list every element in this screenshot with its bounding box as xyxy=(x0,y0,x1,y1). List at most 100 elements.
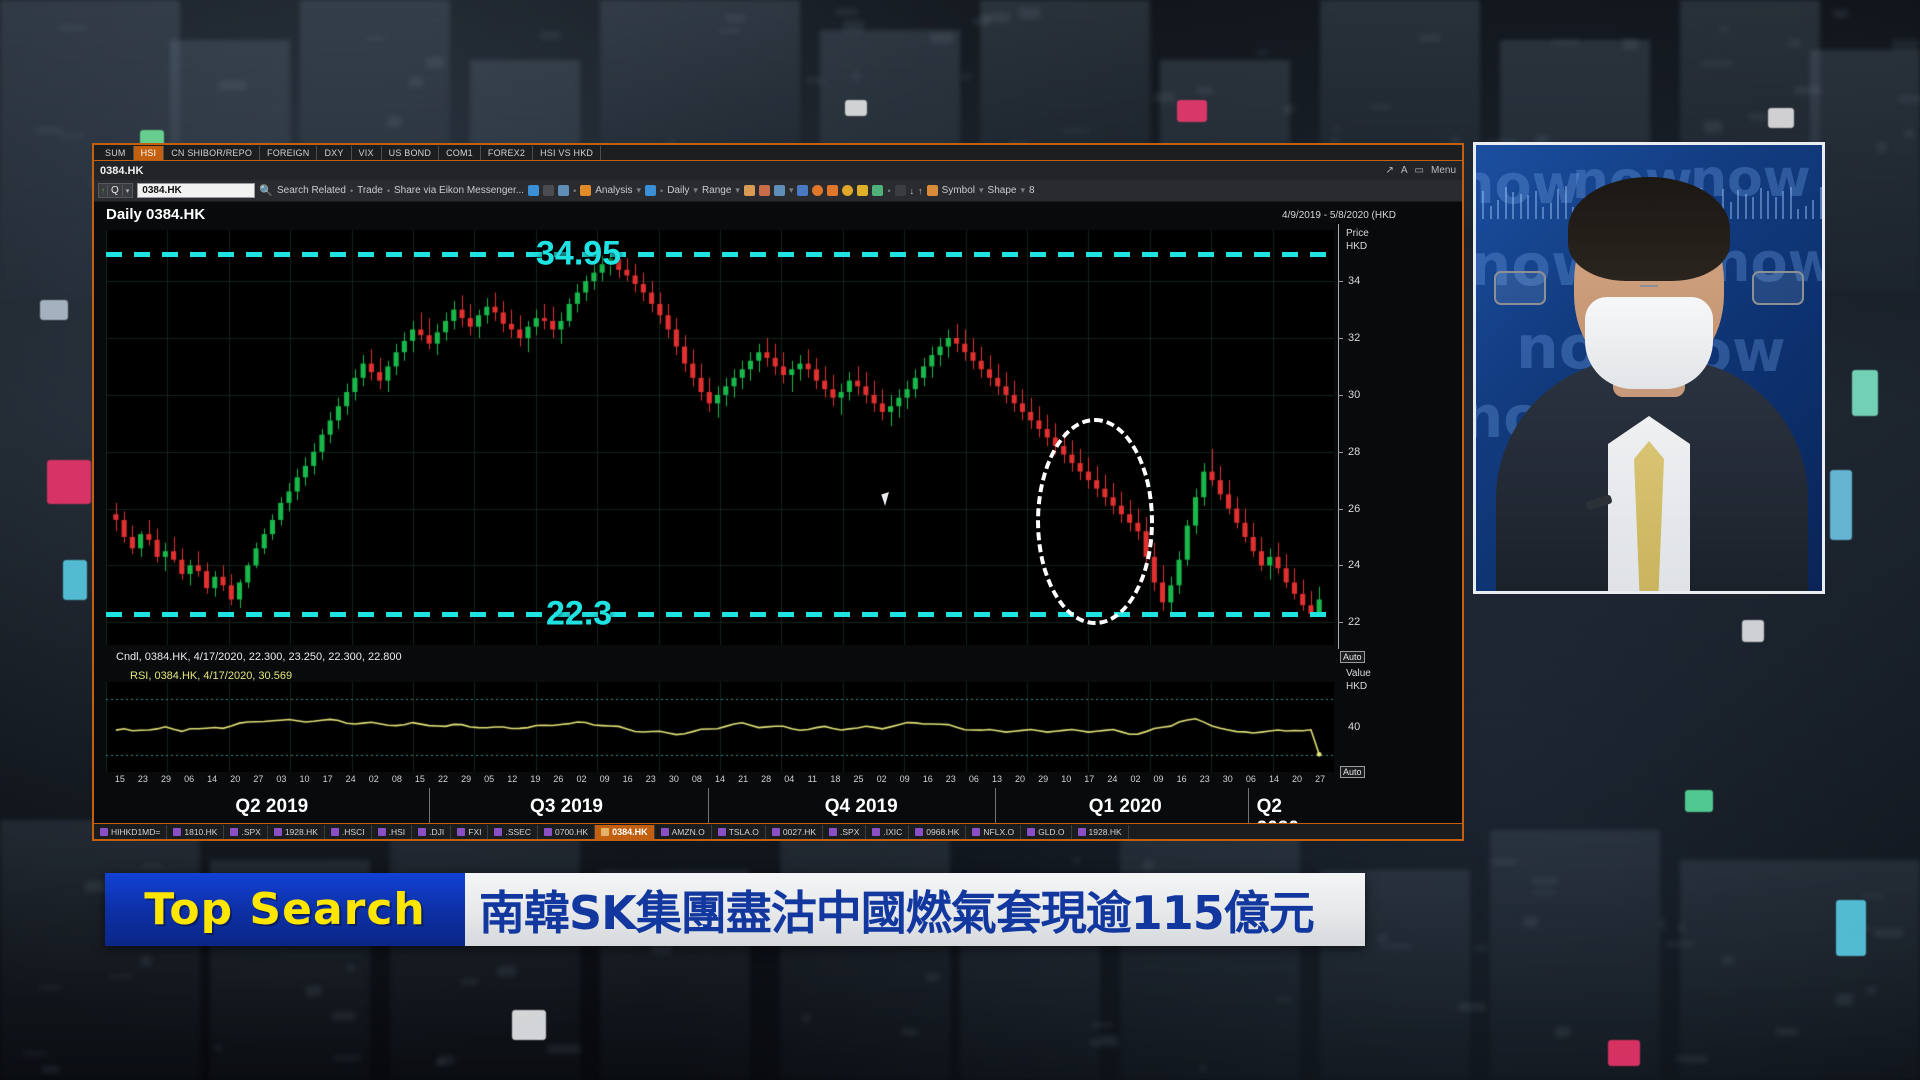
backdrop-window xyxy=(1378,935,1387,942)
backdrop-building xyxy=(1120,820,1300,1080)
ticker-item[interactable]: FXI xyxy=(451,825,488,839)
ticker-item[interactable]: .SPX xyxy=(224,825,267,839)
ticker-item[interactable]: .SPX xyxy=(823,825,866,839)
chart-style-bar-icon[interactable] xyxy=(759,185,770,196)
x-axis-tick: 10 xyxy=(1061,774,1071,784)
chevron-down-icon[interactable]: ▾ xyxy=(123,187,133,195)
chart-toolbar[interactable]: ↑ Q ▾ 0384.HK 🔍 Search Related • Trade •… xyxy=(94,180,1462,202)
ticker-item[interactable]: TSLA.O xyxy=(712,825,766,839)
analysis-icon[interactable] xyxy=(580,185,591,196)
workspace-tab-us-bond[interactable]: US BOND xyxy=(382,146,439,160)
ticker-item[interactable]: 0384.HK xyxy=(595,825,655,839)
workspace-tab-hsi[interactable]: HSI xyxy=(134,146,165,160)
backdrop-window xyxy=(1833,10,1849,18)
x-axis-tick: 15 xyxy=(115,774,125,784)
chart-layout-icon[interactable] xyxy=(797,185,808,196)
select-icon[interactable] xyxy=(895,185,906,196)
caret-symbol[interactable]: ▾ xyxy=(979,185,984,196)
crop-icon[interactable] xyxy=(872,185,883,196)
share-messenger-link[interactable]: Share via Eikon Messenger... xyxy=(394,185,524,196)
ticker-item[interactable]: .DJI xyxy=(412,825,451,839)
rsi-auto-scale-button[interactable]: Auto xyxy=(1340,766,1365,778)
caret-interval[interactable]: ▾ xyxy=(693,185,698,196)
minimize-icon[interactable]: ▭ xyxy=(1415,165,1424,176)
backdrop-window xyxy=(836,9,858,14)
workspace-tab-forex2[interactable]: FOREX2 xyxy=(481,146,533,160)
expand-icon[interactable]: ↗ xyxy=(1385,165,1393,176)
rsi-plot[interactable] xyxy=(106,682,1334,772)
search-icon[interactable]: 🔍 xyxy=(259,184,273,197)
ticker-symbol: .DJI xyxy=(429,827,444,837)
symbol-marker-icon[interactable] xyxy=(927,185,938,196)
glasses-right-lens xyxy=(1752,271,1804,305)
arrow-up-icon[interactable]: ↑ xyxy=(918,186,923,196)
candlestick-canvas[interactable] xyxy=(106,230,1334,645)
ticker-item[interactable]: 0700.HK xyxy=(538,825,595,839)
ticker-bar[interactable]: HIHKD1MD= 1810.HK .SPX 1928.HK .HSCI .HSI .DJI… xyxy=(94,823,1462,839)
copy-icon[interactable] xyxy=(558,185,569,196)
separator-dot-2: • xyxy=(387,186,390,196)
ticker-item[interactable]: AMZN.O xyxy=(655,825,712,839)
workspace-tab-vix[interactable]: VIX xyxy=(352,146,382,160)
ticker-item[interactable]: 1928.HK xyxy=(1072,825,1129,839)
menu-button[interactable]: Menu xyxy=(1431,165,1456,176)
ticker-item[interactable]: HIHKD1MD= xyxy=(94,825,167,839)
ticker-item[interactable]: .HSCI xyxy=(325,825,372,839)
ticker-item[interactable]: 0027.HK xyxy=(766,825,823,839)
workspace-tab-com1[interactable]: COM1 xyxy=(439,146,481,160)
chart-canvas-area[interactable]: Daily 0384.HK 4/9/2019 - 5/8/2020 (HKD 3… xyxy=(94,202,1462,823)
undo-icon[interactable] xyxy=(528,185,539,196)
workspace-tab-dxy[interactable]: DXY xyxy=(317,146,351,160)
workspace-tab-hsi-vs-hkd[interactable]: HSI VS HKD xyxy=(533,146,601,160)
backdrop-window xyxy=(926,974,940,981)
backdrop-window xyxy=(141,956,151,966)
chart-style-candle-icon[interactable] xyxy=(744,185,755,196)
search-related-link[interactable]: Search Related xyxy=(277,185,346,196)
quote-type-selector[interactable]: ↑ Q ▾ xyxy=(98,183,133,198)
ticker-item[interactable]: GLD.O xyxy=(1021,825,1071,839)
x-axis-tick: 27 xyxy=(253,774,263,784)
backdrop-spark xyxy=(1490,206,1492,219)
redo-icon[interactable] xyxy=(543,185,554,196)
caret-analysis[interactable]: ▾ xyxy=(637,185,642,196)
price-tick-28: 28 xyxy=(1348,446,1360,458)
workspace-tab-cn-shibor-repo[interactable]: CN SHIBOR/REPO xyxy=(164,146,260,160)
price-auto-scale-button[interactable]: Auto xyxy=(1340,651,1365,663)
workspace-tab-strip[interactable]: SUM HSI CN SHIBOR/REPO FOREIGN DXY VIX US BOND… xyxy=(94,145,1462,161)
vertical-scale-icon[interactable] xyxy=(842,185,853,196)
price-tick-mark xyxy=(1338,565,1343,566)
price-axis[interactable]: Price HKD 34 32 30 28 26 24 22 xyxy=(1338,224,1398,649)
analysis-menu[interactable]: Analysis xyxy=(595,185,632,196)
zoom-fit-icon[interactable] xyxy=(827,185,838,196)
caret-shape[interactable]: ▾ xyxy=(1020,185,1025,196)
x-axis-tick: 20 xyxy=(1015,774,1025,784)
interval-menu[interactable]: Daily xyxy=(667,185,689,196)
price-plot[interactable]: 34.95 22.3 xyxy=(106,230,1334,645)
ticker-item[interactable]: 1928.HK xyxy=(268,825,325,839)
backdrop-window xyxy=(1532,878,1560,885)
range-menu[interactable]: Range xyxy=(702,185,731,196)
ticker-item[interactable]: NFLX.O xyxy=(966,825,1021,839)
x-axis-tick: 09 xyxy=(900,774,910,784)
chart-style-line-icon[interactable] xyxy=(774,185,785,196)
restore-icon[interactable]: A xyxy=(1401,165,1408,176)
arrow-down-icon[interactable]: ↓ xyxy=(910,186,915,196)
ticker-item[interactable]: .HSI xyxy=(372,825,413,839)
symbol-menu[interactable]: Symbol xyxy=(942,185,975,196)
backdrop-window xyxy=(1277,998,1291,1001)
ticker-item[interactable]: 1810.HK xyxy=(167,825,224,839)
trade-link[interactable]: Trade xyxy=(357,185,383,196)
x-axis-tick: 24 xyxy=(1107,774,1117,784)
ticker-item[interactable]: 0968.HK xyxy=(909,825,966,839)
grid-icon[interactable] xyxy=(645,185,656,196)
hourglass-icon[interactable] xyxy=(857,185,868,196)
caret-range[interactable]: ▾ xyxy=(735,185,740,196)
workspace-tab-sum[interactable]: SUM xyxy=(98,146,134,160)
caret-style[interactable]: ▾ xyxy=(789,185,794,196)
shape-menu[interactable]: Shape xyxy=(988,185,1017,196)
ticker-item[interactable]: .SSEC xyxy=(488,825,538,839)
ticker-item[interactable]: .IXIC xyxy=(866,825,909,839)
symbol-input[interactable]: 0384.HK xyxy=(137,183,255,198)
workspace-tab-foreign[interactable]: FOREIGN xyxy=(260,146,317,160)
compare-icon[interactable] xyxy=(812,185,823,196)
